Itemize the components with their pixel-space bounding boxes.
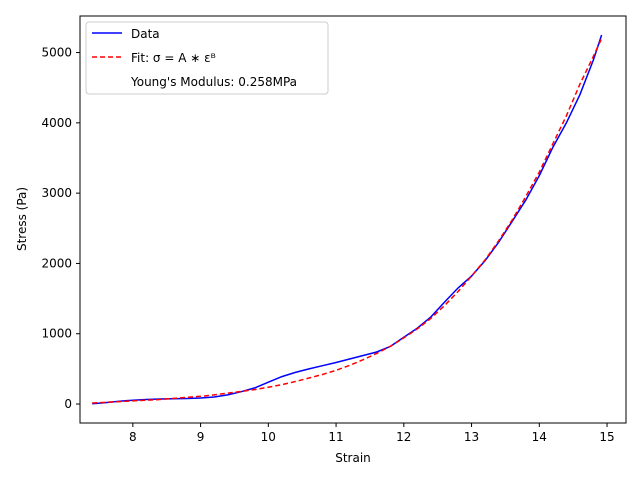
y-axis-label: Stress (Pa) [15,187,29,251]
x-tick-label: 8 [129,430,137,444]
x-tick-label: 13 [464,430,479,444]
legend-box [85,21,329,95]
legend-modulus-label: Young's Modulus: 0.258MPa [130,75,297,89]
legend-data-label: Data [131,27,160,41]
y-tick-label: 1000 [41,327,72,341]
x-tick-label: 12 [396,430,411,444]
axes-frame [79,15,627,424]
y-tick-label: 2000 [41,256,72,270]
x-tick-label: 9 [197,430,205,444]
legend: Data Fit: σ = A ∗ εᴮ Young's Modulus: 0.… [85,21,329,95]
y-tick-label: 4000 [41,116,72,130]
y-axis-ticks: 0 1000 2000 3000 4000 5000 [41,46,80,411]
data-series-line [92,34,603,405]
legend-fit-label: Fit: σ = A ∗ εᴮ [131,51,216,65]
y-tick-label: 3000 [41,186,72,200]
x-axis-ticks: 8 9 10 11 12 13 14 15 [129,423,615,444]
y-tick-label: 5000 [41,46,72,60]
x-axis-label: Strain [335,451,371,465]
x-tick-label: 10 [261,430,276,444]
x-tick-label: 15 [599,430,614,444]
y-tick-label: 0 [64,397,72,411]
x-tick-label: 14 [532,430,547,444]
x-tick-label: 11 [328,430,343,444]
plot-area [92,34,603,405]
